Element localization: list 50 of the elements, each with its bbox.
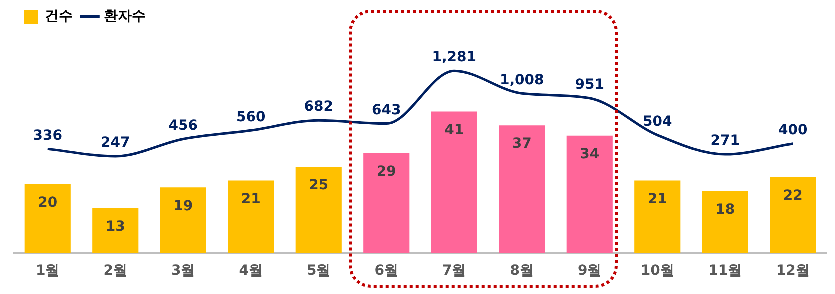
x-tick-label: 9월 — [578, 263, 602, 280]
x-tick-label: 12월 — [776, 263, 810, 280]
x-tick-label: 1월 — [36, 263, 60, 280]
data-label: 456 — [168, 118, 198, 134]
data-label: 336 — [33, 128, 62, 144]
bar — [566, 136, 613, 254]
data-label: 1,281 — [432, 50, 477, 66]
legend-label: 건수 — [45, 8, 73, 25]
bar — [431, 112, 478, 254]
data-label: 20 — [38, 194, 58, 211]
data-label: 19 — [174, 198, 194, 214]
bar — [364, 153, 410, 254]
data-label: 247 — [101, 135, 130, 152]
bar — [499, 126, 546, 254]
data-label: 271 — [710, 133, 740, 150]
bar — [24, 184, 71, 254]
x-tick-label: 6월 — [374, 263, 398, 280]
data-label: 400 — [778, 122, 808, 139]
bar — [702, 191, 748, 254]
data-label: 560 — [236, 109, 266, 126]
legend-label: 환자수 — [104, 8, 146, 25]
x-tick-label: 10월 — [640, 263, 674, 280]
data-label: 25 — [309, 178, 329, 194]
bar — [92, 208, 139, 254]
data-label: 682 — [304, 99, 334, 116]
bar — [770, 177, 816, 254]
x-tick-label: 11월 — [708, 263, 742, 280]
data-label: 29 — [376, 164, 396, 180]
data-label: 951 — [575, 76, 604, 93]
data-label: 21 — [648, 191, 668, 208]
data-label: 22 — [783, 188, 803, 204]
bar — [634, 180, 681, 254]
bar — [160, 188, 206, 254]
bar — [296, 166, 342, 254]
bar — [228, 180, 274, 254]
data-label: 643 — [372, 102, 402, 118]
x-tick-label: 5월 — [307, 263, 331, 280]
x-tick-label: 8월 — [510, 263, 534, 280]
data-label: 18 — [716, 202, 736, 218]
data-label: 21 — [241, 191, 261, 208]
x-tick-label: 3월 — [172, 263, 196, 280]
x-tick-label: 2월 — [104, 263, 128, 280]
x-tick-label: 7월 — [442, 263, 466, 280]
data-label: 13 — [106, 219, 126, 235]
x-tick-label: 4월 — [239, 263, 263, 280]
data-label: 41 — [444, 122, 464, 138]
data-label: 1,008 — [500, 72, 544, 88]
data-label: 37 — [512, 136, 532, 152]
data-label: 504 — [643, 114, 672, 130]
data-label: 34 — [580, 146, 600, 163]
